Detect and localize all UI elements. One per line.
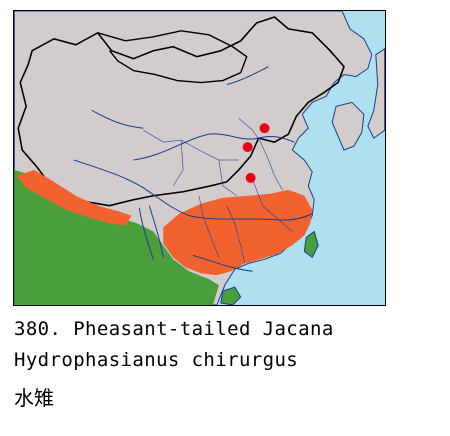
chinese-name: 水雉 <box>14 386 54 410</box>
range-map <box>13 10 386 306</box>
breeding-range-west <box>16 169 132 226</box>
scientific-name: Hydrophasianus chirurgus <box>14 349 299 371</box>
mongolia-border <box>97 30 248 84</box>
record-dot <box>242 142 253 153</box>
korea <box>331 101 365 151</box>
map-svg <box>14 11 385 305</box>
species-number: 380. <box>14 318 62 340</box>
record-dots <box>242 123 270 183</box>
breeding-range-east <box>163 189 313 276</box>
hainan <box>220 286 242 305</box>
japan <box>367 47 385 139</box>
record-dot <box>245 172 256 183</box>
record-dot <box>259 123 270 134</box>
taiwan <box>303 230 319 259</box>
province-lines <box>143 118 293 264</box>
rivers <box>73 66 313 272</box>
species-title: 380. Pheasant-tailed Jacana <box>14 318 334 340</box>
common-name: Pheasant-tailed Jacana <box>73 318 334 340</box>
